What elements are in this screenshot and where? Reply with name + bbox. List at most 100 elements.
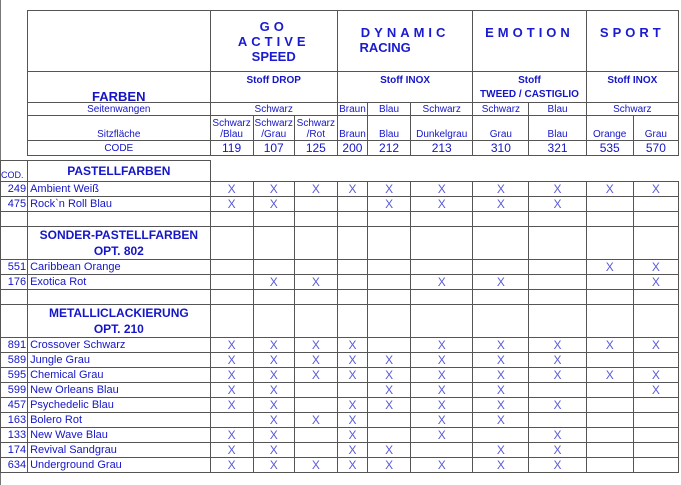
color-name: Underground Grau <box>27 457 211 473</box>
seitenwangen-value: Schwarz <box>410 102 474 116</box>
color-name: Revival Sandgrau <box>27 442 211 458</box>
availability-mark: X <box>209 181 254 197</box>
availability-mark: X <box>367 367 412 383</box>
cell <box>293 226 338 260</box>
availability-mark: X <box>472 457 530 473</box>
column-code: 125 <box>293 140 338 156</box>
cell <box>632 304 680 338</box>
availability-mark: X <box>585 181 634 197</box>
sitzflaeche-value: Schwarz /Grau <box>252 115 295 141</box>
availability-mark: X <box>336 367 369 383</box>
cell <box>336 196 369 212</box>
column-code: 119 <box>209 140 254 156</box>
cell <box>410 259 474 275</box>
availability-mark: X <box>528 442 587 458</box>
cell <box>209 289 254 305</box>
availability-mark: X <box>209 442 254 458</box>
availability-mark: X <box>252 181 295 197</box>
section-cod: COD. <box>0 160 29 182</box>
cell <box>528 289 587 305</box>
cell <box>336 304 369 338</box>
availability-mark: X <box>336 337 369 353</box>
model-name-line: DYNAMIC <box>360 25 450 40</box>
availability-mark: X <box>472 196 530 212</box>
availability-mark: X <box>410 412 474 428</box>
cell <box>528 412 587 428</box>
cell <box>367 337 412 353</box>
fabric-2: Stoff TWEED / CASTIGLIO <box>472 71 587 103</box>
cell <box>632 196 680 212</box>
fabric-line: Stoff INOX <box>380 75 431 86</box>
cell <box>632 352 680 368</box>
availability-mark: X <box>367 181 412 197</box>
availability-mark: X <box>410 382 474 398</box>
column-code: 535 <box>585 140 634 156</box>
sitzflaeche-label: Sitzfläche <box>27 115 211 141</box>
sitzflaeche-value: Orange <box>585 115 634 141</box>
availability-mark: X <box>410 427 474 443</box>
availability-mark: X <box>209 337 254 353</box>
availability-mark: X <box>367 352 412 368</box>
cell <box>585 382 634 398</box>
availability-mark: X <box>367 457 412 473</box>
color-code: 249 <box>0 181 29 197</box>
section-cod <box>0 226 29 260</box>
sitzflaeche-value: Blau <box>366 115 412 141</box>
cell <box>528 274 587 290</box>
section-title-line: SONDER-PASTELLFARBEN <box>39 228 199 242</box>
availability-mark: X <box>410 367 474 383</box>
availability-mark: X <box>472 337 530 353</box>
color-name: Caribbean Orange <box>27 259 211 275</box>
cell <box>336 226 369 260</box>
availability-mark: X <box>252 382 295 398</box>
column-code: 212 <box>366 140 412 156</box>
cell <box>293 259 338 275</box>
cell <box>209 304 254 338</box>
availability-mark: X <box>528 397 587 413</box>
cell <box>472 259 530 275</box>
cell <box>336 382 369 398</box>
column-code: 213 <box>410 140 474 156</box>
empty-row <box>0 289 680 305</box>
availability-mark: X <box>632 259 680 275</box>
cell <box>585 412 634 428</box>
fabric-line: Stoff INOX <box>607 75 658 86</box>
color-code: 163 <box>0 412 29 428</box>
model-name-2: EMOTION <box>472 10 587 72</box>
cell <box>585 274 634 290</box>
availability-mark: X <box>528 181 587 197</box>
cell <box>632 211 680 227</box>
cell <box>336 289 369 305</box>
section-title-line: METALLICLACKIERUNG <box>48 306 189 320</box>
availability-mark: X <box>367 397 412 413</box>
cell <box>209 412 254 428</box>
cell <box>367 289 412 305</box>
availability-mark: X <box>632 337 680 353</box>
color-name: New Wave Blau <box>27 427 211 443</box>
availability-mark: X <box>410 352 474 368</box>
table-row: 176 Exotica Rot X X X X X <box>0 274 680 290</box>
section-title-line: OPT. 210 <box>93 322 144 336</box>
color-code: 457 <box>0 397 29 413</box>
cell <box>293 442 338 458</box>
cell <box>632 397 680 413</box>
cell <box>0 289 29 305</box>
cell <box>585 289 634 305</box>
cell <box>209 211 254 227</box>
column-code: 570 <box>632 140 680 156</box>
table-row: 595 Chemical Grau X X X X X X X X X X <box>0 367 680 383</box>
section-row: SONDER-PASTELLFARBEN OPT. 802 <box>0 226 680 260</box>
color-code: 634 <box>0 457 29 473</box>
cell <box>632 427 680 443</box>
cell <box>367 427 412 443</box>
availability-mark: X <box>336 427 369 443</box>
cell <box>293 196 338 212</box>
section-title: PASTELLFARBEN <box>27 160 211 182</box>
cell <box>293 304 338 338</box>
cell <box>585 211 634 227</box>
color-name: Jungle Grau <box>27 352 211 368</box>
availability-mark: X <box>367 442 412 458</box>
cell <box>367 226 412 260</box>
cell <box>410 304 474 338</box>
model-name-line: RACING <box>359 40 411 55</box>
